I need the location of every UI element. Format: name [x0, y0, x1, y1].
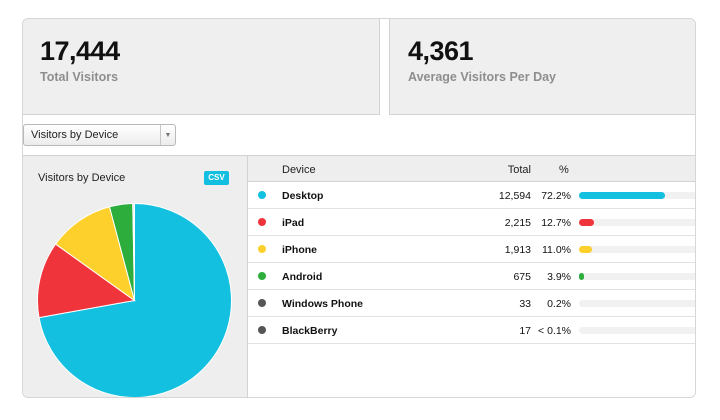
total-visitors-card: 17,444 Total Visitors [23, 19, 380, 115]
device-total: 675 [513, 271, 531, 283]
table-row: BlackBerry 17 < 0.1% [248, 317, 695, 344]
average-visitors-label: Average Visitors Per Day [408, 70, 556, 84]
share-bar-track [579, 192, 695, 199]
device-percent: 12.7% [541, 217, 571, 229]
pie-slice-blackberry [133, 202, 135, 301]
table-row: Desktop 12,594 72.2% [248, 182, 695, 209]
legend-dot [258, 272, 266, 280]
device-name: Desktop [282, 190, 324, 202]
share-bar [579, 219, 595, 226]
device-total: 1,913 [504, 244, 531, 256]
device-table: Device Total % Desktop 12,594 72.2% iPad… [248, 155, 695, 397]
share-bar-track [579, 300, 695, 307]
share-bar [579, 192, 665, 199]
share-bar-track [579, 327, 695, 334]
pie-slice-desktop [38, 202, 232, 397]
average-visitors-value: 4,361 [408, 36, 474, 66]
device-total: 2,215 [504, 217, 531, 229]
device-percent: 0.2% [547, 298, 571, 310]
column-header-device: Device [282, 164, 316, 176]
share-bar-track [579, 246, 695, 253]
device-name: Windows Phone [282, 298, 363, 310]
column-header-percent: % [559, 164, 569, 176]
share-bar [579, 246, 593, 253]
device-name: iPhone [282, 244, 318, 256]
legend-dot [258, 245, 266, 253]
average-visitors-card: 4,361 Average Visitors Per Day [389, 19, 695, 115]
table-row: Android 675 3.9% [248, 263, 695, 290]
pie-slice-ipad [37, 243, 136, 319]
table-row: iPhone 1,913 11.0% [248, 236, 695, 263]
column-header-total: Total [507, 164, 531, 176]
device-total: 33 [519, 298, 531, 310]
device-pie-chart [37, 202, 232, 397]
report-type-select-value: Visitors by Device [31, 129, 119, 141]
device-total: 17 [519, 325, 531, 337]
device-name: BlackBerry [282, 325, 338, 337]
csv-export-button[interactable]: CSV [204, 171, 229, 185]
device-percent: 3.9% [547, 271, 571, 283]
device-total: 12,594 [498, 190, 531, 202]
device-percent: 72.2% [541, 190, 571, 202]
pie-slice-iphone [54, 206, 136, 302]
total-visitors-value: 17,444 [40, 36, 120, 66]
pie-chart-title: Visitors by Device [38, 172, 126, 184]
table-row: iPad 2,215 12.7% [248, 209, 695, 236]
dashboard-frame: 17,444 Total Visitors 4,361 Average Visi… [22, 18, 696, 398]
table-header: Device Total % [248, 155, 695, 182]
device-name: iPad [282, 217, 305, 229]
share-bar [579, 273, 584, 280]
device-name: Android [282, 271, 323, 283]
share-bar-track [579, 219, 695, 226]
device-percent: < 0.1% [538, 325, 571, 337]
share-bar-track [579, 273, 695, 280]
device-percent: 11.0% [542, 244, 571, 256]
table-row: Windows Phone 33 0.2% [248, 290, 695, 317]
legend-dot [258, 326, 266, 334]
pie-chart-panel: Visitors by Device CSV [23, 155, 248, 397]
legend-dot [258, 299, 266, 307]
legend-dot [258, 218, 266, 226]
legend-dot [258, 191, 266, 199]
chevron-down-icon[interactable]: ▼ [160, 125, 175, 145]
report-type-select[interactable]: Visitors by Device ▼ [23, 124, 176, 146]
total-visitors-label: Total Visitors [40, 70, 119, 84]
